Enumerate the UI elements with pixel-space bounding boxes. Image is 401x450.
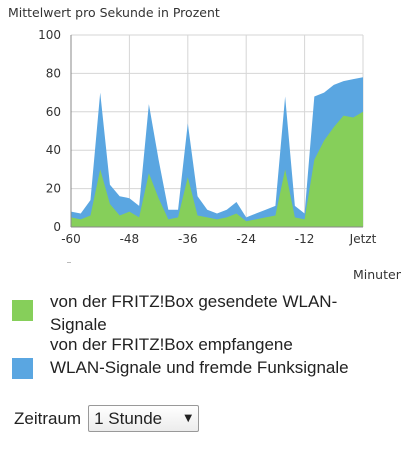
chart-axes <box>70 35 363 228</box>
legend-swatch-sent <box>12 300 33 321</box>
y-tick-label: 100 <box>38 28 61 42</box>
legend-item-sent: von der FRITZ!Box gesendete WLAN-Signale <box>12 290 350 336</box>
y-tick-label: 80 <box>46 66 61 80</box>
legend-item-received: von der FRITZ!Box empfangene WLAN-Signal… <box>12 333 350 379</box>
y-tick-label: 0 <box>53 220 61 234</box>
x-tick-label: -60 <box>61 232 81 246</box>
y-tick-label: 40 <box>46 143 61 157</box>
chart-areas <box>71 77 363 228</box>
x-tick-label: -36 <box>178 232 198 246</box>
timespan-select[interactable]: 1 Stunde ▼ <box>88 405 200 432</box>
timespan-label: Zeitraum <box>14 408 82 428</box>
x-axis-unit-label: Minuten <box>353 267 401 282</box>
scroll-marker <box>67 262 71 263</box>
timespan-selected-value: 1 Stunde <box>94 408 163 428</box>
timespan-control: Zeitraum 1 Stunde ▼ <box>14 405 200 432</box>
series-area-received <box>71 77 363 228</box>
chart-title: Mittelwert pro Sekunde in Prozent <box>8 5 220 20</box>
chevron-down-icon: ▼ <box>184 412 193 424</box>
y-axis-ticks: 0 20 40 60 80 100 <box>38 28 61 234</box>
x-axis-ticks: -60 -48 -36 -24 -12 Jetzt <box>61 232 376 246</box>
x-tick-label: -24 <box>236 232 256 246</box>
x-tick-label: -48 <box>120 232 140 246</box>
x-tick-label: -12 <box>295 232 315 246</box>
legend-swatch-received <box>12 358 33 379</box>
y-tick-label: 60 <box>46 105 61 119</box>
legend-label-sent: von der FRITZ!Box gesendete WLAN-Signale <box>50 292 338 334</box>
x-tick-label: Jetzt <box>349 232 377 246</box>
legend-label-received: von der FRITZ!Box empfangene WLAN-Signal… <box>50 335 349 377</box>
wlan-usage-chart: 0 20 40 60 80 100 -60 -48 -36 -24 -12 Jetzt <box>38 28 377 246</box>
series-area-sent <box>71 111 363 227</box>
y-tick-label: 20 <box>46 182 61 196</box>
